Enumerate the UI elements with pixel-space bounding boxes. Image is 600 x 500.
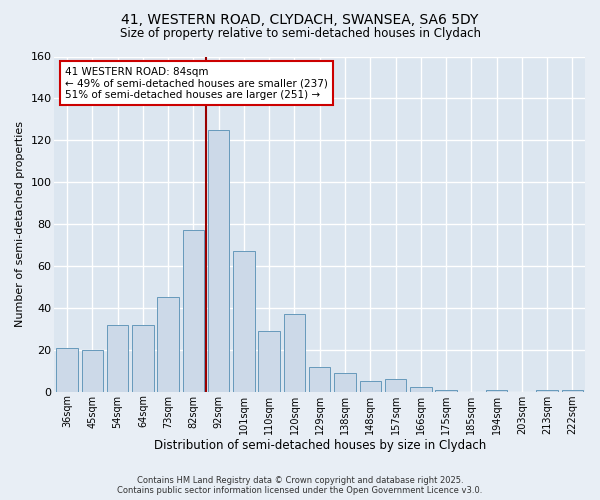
Bar: [208, 130, 229, 392]
Bar: [309, 366, 331, 392]
Bar: [132, 324, 154, 392]
Text: 41, WESTERN ROAD, CLYDACH, SWANSEA, SA6 5DY: 41, WESTERN ROAD, CLYDACH, SWANSEA, SA6 …: [121, 12, 479, 26]
Text: Size of property relative to semi-detached houses in Clydach: Size of property relative to semi-detach…: [119, 28, 481, 40]
Bar: [56, 348, 78, 392]
Text: Contains HM Land Registry data © Crown copyright and database right 2025.
Contai: Contains HM Land Registry data © Crown c…: [118, 476, 482, 495]
Bar: [334, 373, 356, 392]
Bar: [486, 390, 508, 392]
Bar: [359, 381, 381, 392]
Bar: [385, 379, 406, 392]
X-axis label: Distribution of semi-detached houses by size in Clydach: Distribution of semi-detached houses by …: [154, 440, 486, 452]
Bar: [436, 390, 457, 392]
Bar: [82, 350, 103, 392]
Bar: [562, 390, 583, 392]
Bar: [182, 230, 204, 392]
Y-axis label: Number of semi-detached properties: Number of semi-detached properties: [15, 121, 25, 327]
Bar: [410, 388, 431, 392]
Bar: [259, 331, 280, 392]
Bar: [233, 252, 254, 392]
Bar: [536, 390, 558, 392]
Bar: [157, 298, 179, 392]
Text: 41 WESTERN ROAD: 84sqm
← 49% of semi-detached houses are smaller (237)
51% of se: 41 WESTERN ROAD: 84sqm ← 49% of semi-det…: [65, 66, 328, 100]
Bar: [284, 314, 305, 392]
Bar: [107, 324, 128, 392]
